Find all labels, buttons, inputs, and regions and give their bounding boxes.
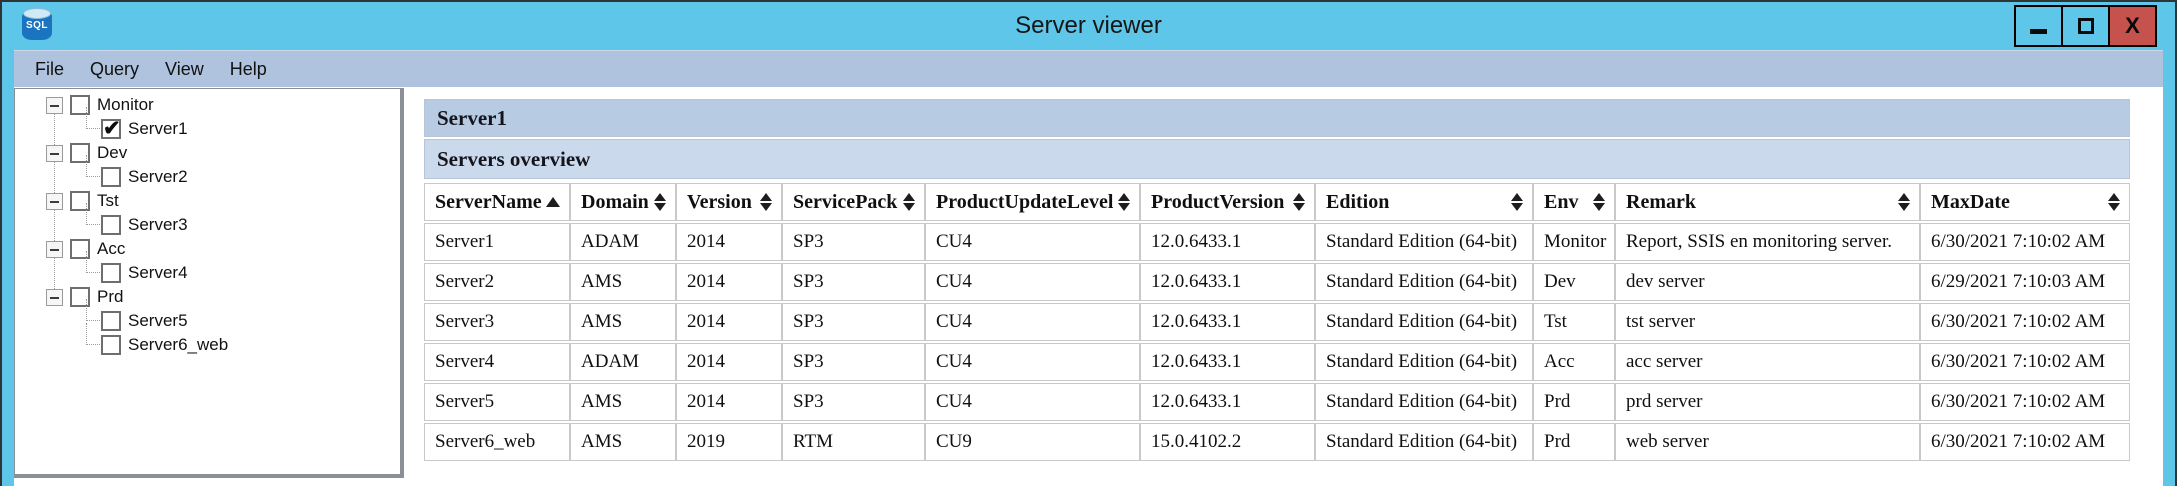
column-header-servicepack[interactable]: ServicePack <box>782 183 925 221</box>
sort-both-icon <box>1898 193 1910 211</box>
column-header-env[interactable]: Env <box>1533 183 1615 221</box>
column-header-servername[interactable]: ServerName <box>424 183 570 221</box>
checkbox-server6-web[interactable] <box>101 335 121 355</box>
maximize-icon <box>2077 18 2094 34</box>
tree-item-acc[interactable]: Acc <box>15 237 400 261</box>
main-content: Monitor Server1 Dev Server2 Tst <box>14 87 2163 486</box>
tree-item-server3[interactable]: Server3 <box>15 203 400 237</box>
column-header-version[interactable]: Version <box>676 183 782 221</box>
table-header-row: ServerName Domain Version ServicePack Pr… <box>424 183 2130 221</box>
tree-item-dev[interactable]: Dev <box>15 141 400 165</box>
sort-asc-icon <box>546 197 560 207</box>
tree-label: Server1 <box>128 119 188 138</box>
sort-both-icon <box>903 193 915 211</box>
checkbox-monitor[interactable] <box>70 95 90 115</box>
menu-bar: File Query View Help <box>14 50 2163 87</box>
checkbox-server4[interactable] <box>101 263 121 283</box>
table-row: Server1 ADAM 2014 SP3 CU4 12.0.6433.1 Standard… <box>424 223 2130 261</box>
tree-label: Prd <box>97 287 124 306</box>
sort-both-icon <box>1593 193 1605 211</box>
column-header-edition[interactable]: Edition <box>1315 183 1533 221</box>
tree-item-server2[interactable]: Server2 <box>15 155 400 189</box>
column-header-domain[interactable]: Domain <box>570 183 676 221</box>
tree-label: Server5 <box>128 311 188 330</box>
collapse-icon[interactable] <box>46 144 63 162</box>
tree-item-server1[interactable]: Server1 <box>15 107 400 141</box>
checkbox-server2[interactable] <box>101 167 121 187</box>
table-row: Server4 ADAM 2014 SP3 CU4 12.0.6433.1 Standard… <box>424 343 2130 381</box>
minimize-button[interactable] <box>2014 5 2063 47</box>
server-tree-panel[interactable]: Monitor Server1 Dev Server2 Tst <box>14 88 404 478</box>
checkbox-dev[interactable] <box>70 143 90 163</box>
window-title: Server viewer <box>1015 12 1162 39</box>
sort-both-icon <box>760 193 772 211</box>
tree-label: Server4 <box>128 263 188 282</box>
servers-table: ServerName Domain Version ServicePack Pr… <box>424 181 2130 463</box>
sort-both-icon <box>1511 193 1523 211</box>
report-title: Server1 <box>424 99 2130 137</box>
menu-file[interactable]: File <box>35 58 65 79</box>
tree-item-monitor[interactable]: Monitor <box>15 93 400 117</box>
checkbox-tst[interactable] <box>70 191 90 211</box>
tree-label: Server2 <box>128 167 188 186</box>
tree-label: Acc <box>97 239 126 258</box>
column-header-remark[interactable]: Remark <box>1615 183 1920 221</box>
checkbox-acc[interactable] <box>70 239 90 259</box>
collapse-icon[interactable] <box>46 192 63 210</box>
sql-database-icon: SQL <box>22 8 52 40</box>
menu-help[interactable]: Help <box>229 58 267 79</box>
tree-label: Server6_web <box>128 335 229 354</box>
checkbox-server5[interactable] <box>101 311 121 331</box>
window-controls: X <box>2014 5 2157 47</box>
sort-both-icon <box>2108 193 2120 211</box>
column-header-productupdatelevel[interactable]: ProductUpdateLevel <box>925 183 1140 221</box>
minimize-icon <box>2030 28 2047 34</box>
checkbox-server1[interactable] <box>101 116 121 141</box>
tree-label: Dev <box>97 143 128 162</box>
table-row: Server3 AMS 2014 SP3 CU4 12.0.6433.1 Standard … <box>424 303 2130 341</box>
tree-item-prd[interactable]: Prd <box>15 285 400 309</box>
collapse-icon[interactable] <box>46 240 63 258</box>
title-bar[interactable]: SQL Server viewer X <box>2 2 2175 50</box>
table-row: Server6_web AMS 2019 RTM CU9 15.0.4102.2 Stand… <box>424 423 2130 461</box>
tree-item-server4[interactable]: Server4 <box>15 251 400 285</box>
close-icon: X <box>2125 13 2140 38</box>
column-header-maxdate[interactable]: MaxDate <box>1920 183 2130 221</box>
tree-label: Monitor <box>97 95 154 114</box>
table-row: Server5 AMS 2014 SP3 CU4 12.0.6433.1 Standard … <box>424 383 2130 421</box>
report-subtitle: Servers overview <box>424 139 2130 179</box>
sort-both-icon <box>654 193 666 211</box>
collapse-icon[interactable] <box>46 288 63 306</box>
tree-item-server6-web[interactable]: Server6_web <box>15 323 400 357</box>
menu-view[interactable]: View <box>165 58 204 79</box>
tree-item-tst[interactable]: Tst <box>15 189 400 213</box>
close-button[interactable]: X <box>2108 5 2157 47</box>
servers-report: Server1 Servers overview ServerName Doma… <box>424 99 2130 463</box>
menu-query[interactable]: Query <box>90 58 140 79</box>
tree-item-server5[interactable]: Server5 <box>15 299 400 333</box>
tree-label: Server3 <box>128 215 188 234</box>
checkbox-prd[interactable] <box>70 287 90 307</box>
maximize-button[interactable] <box>2061 5 2110 47</box>
collapse-icon[interactable] <box>46 96 63 114</box>
sort-both-icon <box>1293 193 1305 211</box>
table-row: Server2 AMS 2014 SP3 CU4 12.0.6433.1 Standard … <box>424 263 2130 301</box>
column-header-productversion[interactable]: ProductVersion <box>1140 183 1315 221</box>
tree-label: Tst <box>97 191 119 210</box>
checkbox-server3[interactable] <box>101 215 121 235</box>
sort-both-icon <box>1118 193 1130 211</box>
